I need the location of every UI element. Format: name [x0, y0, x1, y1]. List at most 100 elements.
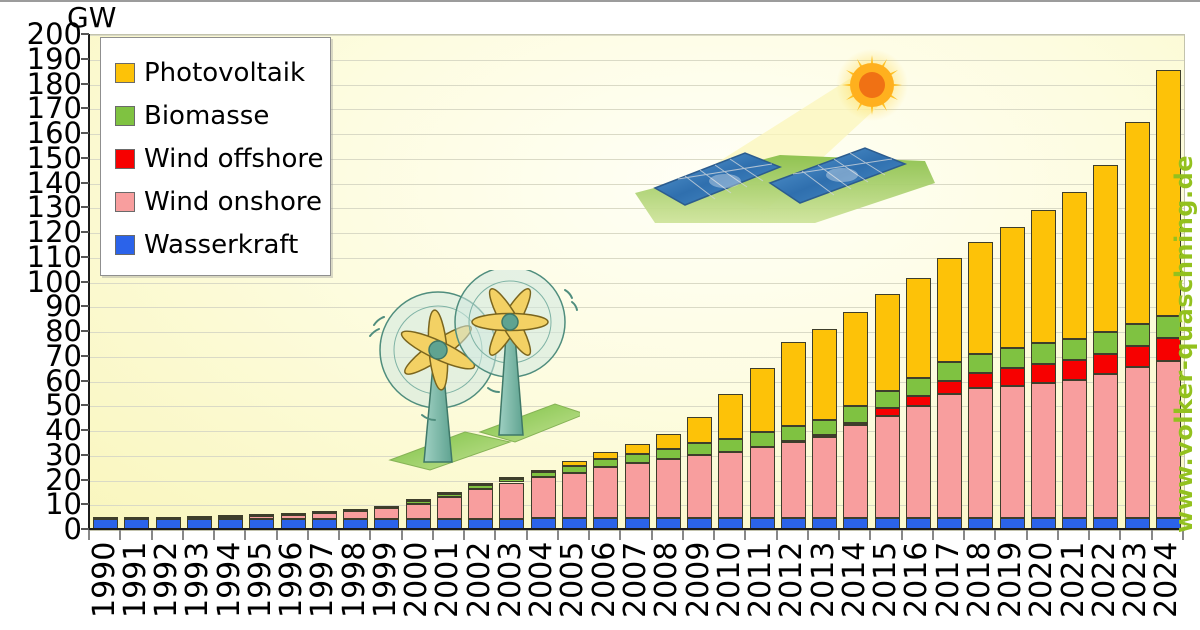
x-tick-mark	[838, 530, 841, 540]
bar-segment-1992-biomasse	[155, 516, 181, 519]
gridline-110	[90, 257, 1184, 259]
x-tick-label-2013: 2013	[805, 541, 841, 618]
y-tick-mark	[81, 330, 89, 332]
x-tick-label-2012: 2012	[774, 541, 810, 618]
x-tick-label-2006: 2006	[586, 541, 622, 618]
y-tick-label: 50	[45, 388, 82, 423]
bar-segment-2021-photovoltaik	[1062, 191, 1088, 339]
x-tick-label-2023: 2023	[1118, 541, 1154, 618]
bar-segment-2020-wind-offshore	[1030, 364, 1056, 384]
bar-segment-1998-wind-onshore	[343, 511, 369, 519]
y-tick-mark	[81, 33, 89, 35]
bar-segment-2005-wind-onshore	[561, 472, 587, 519]
x-tick-mark	[1088, 530, 1091, 540]
chart-legend: Photovoltaik Biomasse Wind offshore Wind on…	[100, 37, 331, 276]
bar-segment-1995-biomasse	[249, 514, 275, 517]
x-tick-mark	[588, 530, 591, 540]
legend-item-wind-onshore: Wind onshore	[115, 180, 330, 223]
gridline-130	[90, 208, 1184, 210]
turbine-2	[454, 270, 566, 436]
y-tick-mark	[81, 255, 89, 258]
solar-panels-illustration	[635, 49, 935, 223]
bar-segment-2015-wind-onshore	[874, 416, 900, 519]
bar-segment-2004-wind-onshore	[530, 477, 556, 519]
x-tick-mark	[931, 530, 934, 540]
sun-icon	[836, 49, 908, 121]
bar-segment-2024-biomasse	[1155, 315, 1181, 339]
x-tick-label-2017: 2017	[930, 541, 966, 618]
bar-segment-1999-biomasse	[374, 505, 400, 508]
gridline-100	[90, 282, 1184, 284]
x-tick-mark	[869, 530, 872, 540]
bar-segment-2023-photovoltaik	[1124, 121, 1150, 325]
bar-segment-2015-photovoltaik	[874, 294, 900, 392]
bar-segment-2008-biomasse	[655, 449, 681, 460]
bar-segment-2023-wind-onshore	[1124, 366, 1150, 518]
bar-segment-2002-photovoltaik	[468, 483, 494, 486]
y-tick-mark	[81, 156, 89, 159]
gridline-170	[90, 109, 1184, 111]
plot-area	[89, 34, 1185, 531]
y-axis-unit-label: GW	[67, 1, 117, 34]
x-tick-label-2018: 2018	[961, 541, 997, 618]
y-tick-label: 70	[45, 338, 82, 373]
bar-segment-2011-photovoltaik	[749, 368, 775, 433]
y-tick-label: 0	[63, 512, 82, 546]
bar-segment-2007-biomasse	[624, 454, 650, 464]
x-tick-mark	[88, 530, 90, 540]
bar-segment-2018-biomasse	[968, 353, 994, 373]
bar-segment-2023-wind-offshore	[1124, 346, 1150, 367]
bar-segment-2001-biomasse	[436, 494, 462, 498]
bar-segment-2001-photovoltaik	[436, 492, 462, 495]
bar-segment-2006-biomasse	[593, 459, 619, 468]
x-tick-mark	[244, 530, 247, 540]
x-tick-label-2007: 2007	[618, 541, 653, 618]
bar-segment-2016-wind-onshore	[905, 406, 931, 519]
legend-swatch-icon	[115, 148, 135, 169]
gridline-80	[90, 332, 1184, 333]
legend-swatch-icon	[115, 191, 135, 212]
solar-panel-2	[768, 147, 908, 204]
solar-panel-1	[653, 152, 783, 206]
y-tick-label: 140	[26, 165, 82, 200]
bar-segment-2016-photovoltaik	[905, 277, 931, 379]
bar-segment-2014-photovoltaik	[843, 312, 869, 407]
bar-segment-2021-wind-offshore	[1062, 360, 1088, 380]
x-tick-mark	[181, 530, 184, 540]
bar-segment-2019-photovoltaik	[999, 226, 1025, 348]
y-tick-mark	[81, 206, 89, 209]
bar-segment-2014-wind-onshore	[843, 425, 869, 519]
bar-segment-2006-wind-onshore	[593, 467, 619, 519]
y-tick-mark	[81, 379, 89, 382]
watermark-link[interactable]: www.volker-quaschning.de	[1170, 154, 1198, 533]
legend-swatch-icon	[115, 234, 135, 255]
y-tick-label: 170	[26, 91, 82, 126]
bar-segment-2000-photovoltaik	[405, 499, 431, 502]
x-tick-mark	[369, 530, 372, 540]
x-tick-label-2008: 2008	[649, 541, 685, 618]
bar-segment-2011-biomasse	[749, 432, 775, 447]
bar-segment-2000-wind-onshore	[405, 503, 431, 519]
bar-segment-2024-photovoltaik	[1155, 69, 1181, 316]
bar-segment-1991-biomasse	[124, 516, 150, 519]
x-tick-mark	[494, 530, 497, 540]
x-tick-label-2020: 2020	[1024, 541, 1060, 618]
bar-segment-2013-wind-onshore	[812, 436, 838, 519]
y-tick-mark	[81, 181, 89, 184]
y-tick-label: 100	[26, 264, 82, 299]
y-tick-label: 30	[45, 437, 82, 472]
bar-segment-1997-wind-onshore	[311, 513, 337, 519]
bar-segment-2010-biomasse	[718, 438, 744, 452]
top-border-line	[0, 0, 1200, 2]
x-tick-label-1996: 1996	[274, 541, 310, 618]
bar-segment-2014-biomasse	[843, 406, 869, 423]
x-tick-mark	[400, 530, 403, 540]
gridline-90	[90, 307, 1184, 309]
bar-segment-2007-wind-onshore	[624, 463, 650, 519]
x-tick-mark	[994, 530, 997, 540]
gridline-150	[90, 158, 1184, 160]
x-tick-label-1991: 1991	[117, 541, 153, 618]
bar-segment-2008-photovoltaik	[655, 433, 681, 450]
legend-item-wasserkraft: Wasserkraft	[115, 223, 330, 266]
bar-segment-2008-wind-onshore	[655, 459, 681, 519]
